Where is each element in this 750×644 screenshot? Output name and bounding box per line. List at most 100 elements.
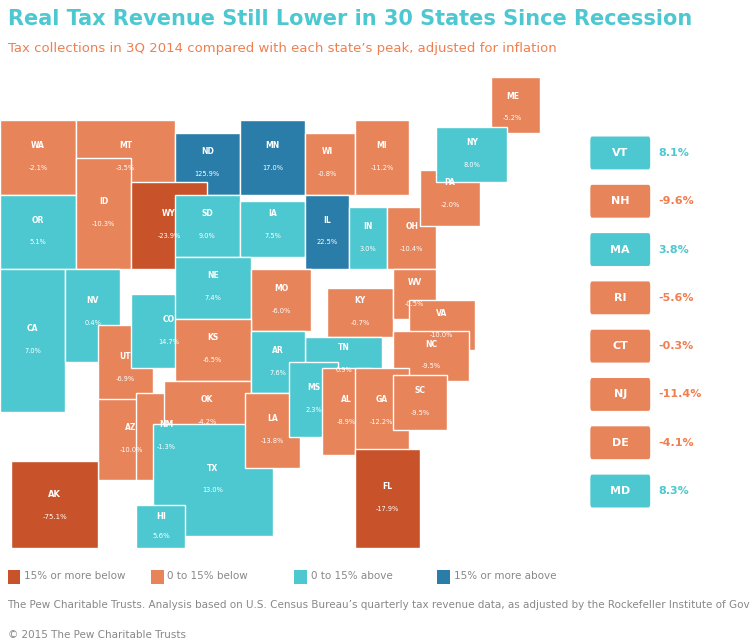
Text: MO: MO	[274, 284, 288, 293]
Bar	[322, 368, 371, 455]
Text: MS: MS	[307, 383, 320, 392]
Text: 7.0%: 7.0%	[24, 348, 41, 354]
Text: 0.4%: 0.4%	[84, 320, 101, 326]
Text: -3.5%: -3.5%	[116, 165, 135, 171]
Text: NC: NC	[424, 339, 437, 348]
Text: © 2015 The Pew Charitable Trusts: © 2015 The Pew Charitable Trusts	[8, 630, 185, 639]
Text: -11.4%: -11.4%	[658, 390, 701, 399]
Bar	[98, 399, 164, 480]
Text: 0 to 15% above: 0 to 15% above	[310, 571, 392, 581]
FancyBboxPatch shape	[590, 281, 650, 314]
Text: DE: DE	[612, 438, 628, 448]
Text: MA: MA	[610, 245, 630, 254]
Text: 0.9%: 0.9%	[335, 366, 352, 372]
Text: -0.3%: -0.3%	[658, 341, 693, 351]
Bar	[305, 133, 355, 195]
Text: -0.7%: -0.7%	[350, 320, 370, 326]
Text: AL: AL	[341, 395, 352, 404]
Text: 125.9%: 125.9%	[195, 171, 220, 177]
Bar	[251, 269, 311, 331]
Text: -75.1%: -75.1%	[42, 514, 67, 520]
Text: AR: AR	[272, 346, 284, 355]
Bar	[387, 207, 436, 269]
Text: -6.0%: -6.0%	[272, 308, 290, 314]
FancyBboxPatch shape	[590, 378, 650, 411]
Text: GA: GA	[376, 395, 388, 404]
Bar	[11, 461, 98, 548]
Text: -10.0%: -10.0%	[430, 332, 454, 338]
Text: 8.0%: 8.0%	[464, 162, 480, 168]
Text: NJ: NJ	[614, 390, 627, 399]
Text: AK: AK	[48, 489, 61, 498]
Bar	[175, 194, 240, 257]
Text: 5.6%: 5.6%	[152, 533, 170, 538]
Bar	[0, 269, 65, 412]
Text: FL: FL	[382, 482, 392, 491]
Text: 0 to 15% below: 0 to 15% below	[167, 571, 248, 581]
Text: -1.3%: -1.3%	[157, 444, 176, 450]
Text: OH: OH	[405, 222, 418, 231]
Bar	[240, 201, 305, 257]
Text: 15% or more below: 15% or more below	[24, 571, 125, 581]
Bar	[98, 325, 153, 412]
Text: -10.4%: -10.4%	[400, 245, 424, 252]
Text: NH: NH	[611, 196, 629, 206]
Text: -9.5%: -9.5%	[410, 410, 430, 416]
Text: -0.5%: -0.5%	[405, 301, 424, 307]
Text: 9.0%: 9.0%	[199, 233, 216, 239]
Bar	[76, 120, 175, 195]
Text: -2.1%: -2.1%	[28, 165, 48, 171]
FancyBboxPatch shape	[590, 330, 650, 363]
Text: -8.9%: -8.9%	[337, 419, 356, 425]
Text: -9.6%: -9.6%	[658, 196, 694, 206]
Bar	[0, 120, 76, 195]
Text: 17.0%: 17.0%	[262, 165, 284, 171]
Bar	[294, 570, 307, 584]
Bar	[245, 393, 300, 468]
Text: 7.4%: 7.4%	[204, 295, 221, 301]
Text: 15% or more above: 15% or more above	[454, 571, 556, 581]
Text: 22.5%: 22.5%	[316, 240, 338, 245]
Text: OK: OK	[201, 395, 214, 404]
Text: -23.9%: -23.9%	[158, 233, 181, 239]
Text: PA: PA	[445, 178, 455, 187]
Text: OR: OR	[32, 216, 44, 225]
Bar	[131, 182, 207, 269]
Bar	[251, 331, 305, 393]
Text: ID: ID	[99, 197, 108, 206]
Bar	[175, 319, 251, 381]
Bar	[240, 120, 305, 195]
Bar	[289, 362, 338, 437]
Bar	[131, 294, 207, 368]
FancyBboxPatch shape	[590, 233, 650, 266]
Bar	[8, 570, 20, 584]
Bar	[305, 337, 382, 381]
Text: WY: WY	[162, 209, 176, 218]
Text: WI: WI	[322, 147, 333, 156]
Text: WA: WA	[32, 141, 45, 150]
Text: 3.0%: 3.0%	[360, 245, 376, 252]
Bar	[491, 77, 540, 133]
Text: CO: CO	[163, 315, 176, 324]
Text: NY: NY	[466, 138, 478, 147]
Bar	[153, 424, 273, 536]
Bar	[436, 127, 507, 182]
Bar	[409, 300, 475, 350]
Text: IA: IA	[268, 209, 277, 218]
Bar	[0, 195, 76, 269]
Text: KS: KS	[207, 334, 218, 343]
Bar	[393, 269, 436, 319]
Text: MN: MN	[266, 141, 280, 150]
Text: UT: UT	[120, 352, 131, 361]
Text: -4.1%: -4.1%	[658, 438, 694, 448]
Text: WV: WV	[407, 278, 422, 287]
Bar	[355, 120, 409, 195]
Text: 14.7%: 14.7%	[158, 339, 179, 345]
Text: -10.3%: -10.3%	[92, 221, 116, 227]
Text: ND: ND	[201, 147, 214, 156]
Text: LA: LA	[267, 414, 278, 423]
Text: -2.0%: -2.0%	[440, 202, 460, 208]
Text: -9.5%: -9.5%	[422, 363, 440, 370]
Text: -6.5%: -6.5%	[203, 357, 222, 363]
Text: -12.2%: -12.2%	[370, 419, 394, 425]
